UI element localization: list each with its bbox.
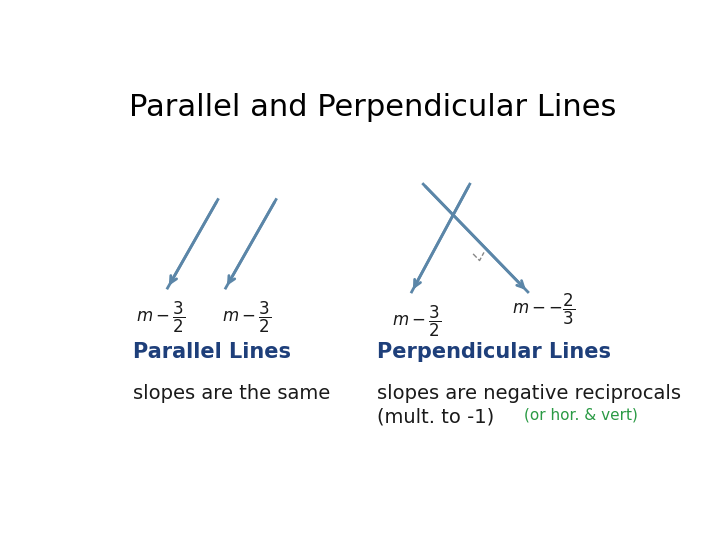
Text: Parallel and Perpendicular Lines: Parallel and Perpendicular Lines [129, 93, 616, 122]
Text: $m-\dfrac{3}{2}$: $m-\dfrac{3}{2}$ [392, 303, 441, 339]
Text: (or hor. & vert): (or hor. & vert) [524, 408, 638, 422]
Text: $m-\dfrac{3}{2}$: $m-\dfrac{3}{2}$ [222, 300, 271, 335]
Text: $m-{-}\dfrac{2}{3}$: $m-{-}\dfrac{2}{3}$ [513, 292, 575, 327]
Text: slopes are negative reciprocals: slopes are negative reciprocals [377, 384, 680, 403]
Text: slopes are the same: slopes are the same [132, 384, 330, 403]
Text: Parallel Lines: Parallel Lines [132, 342, 291, 362]
Text: $m-\dfrac{3}{2}$: $m-\dfrac{3}{2}$ [137, 300, 186, 335]
Text: (mult. to -1): (mult. to -1) [377, 408, 494, 427]
Text: Perpendicular Lines: Perpendicular Lines [377, 342, 611, 362]
